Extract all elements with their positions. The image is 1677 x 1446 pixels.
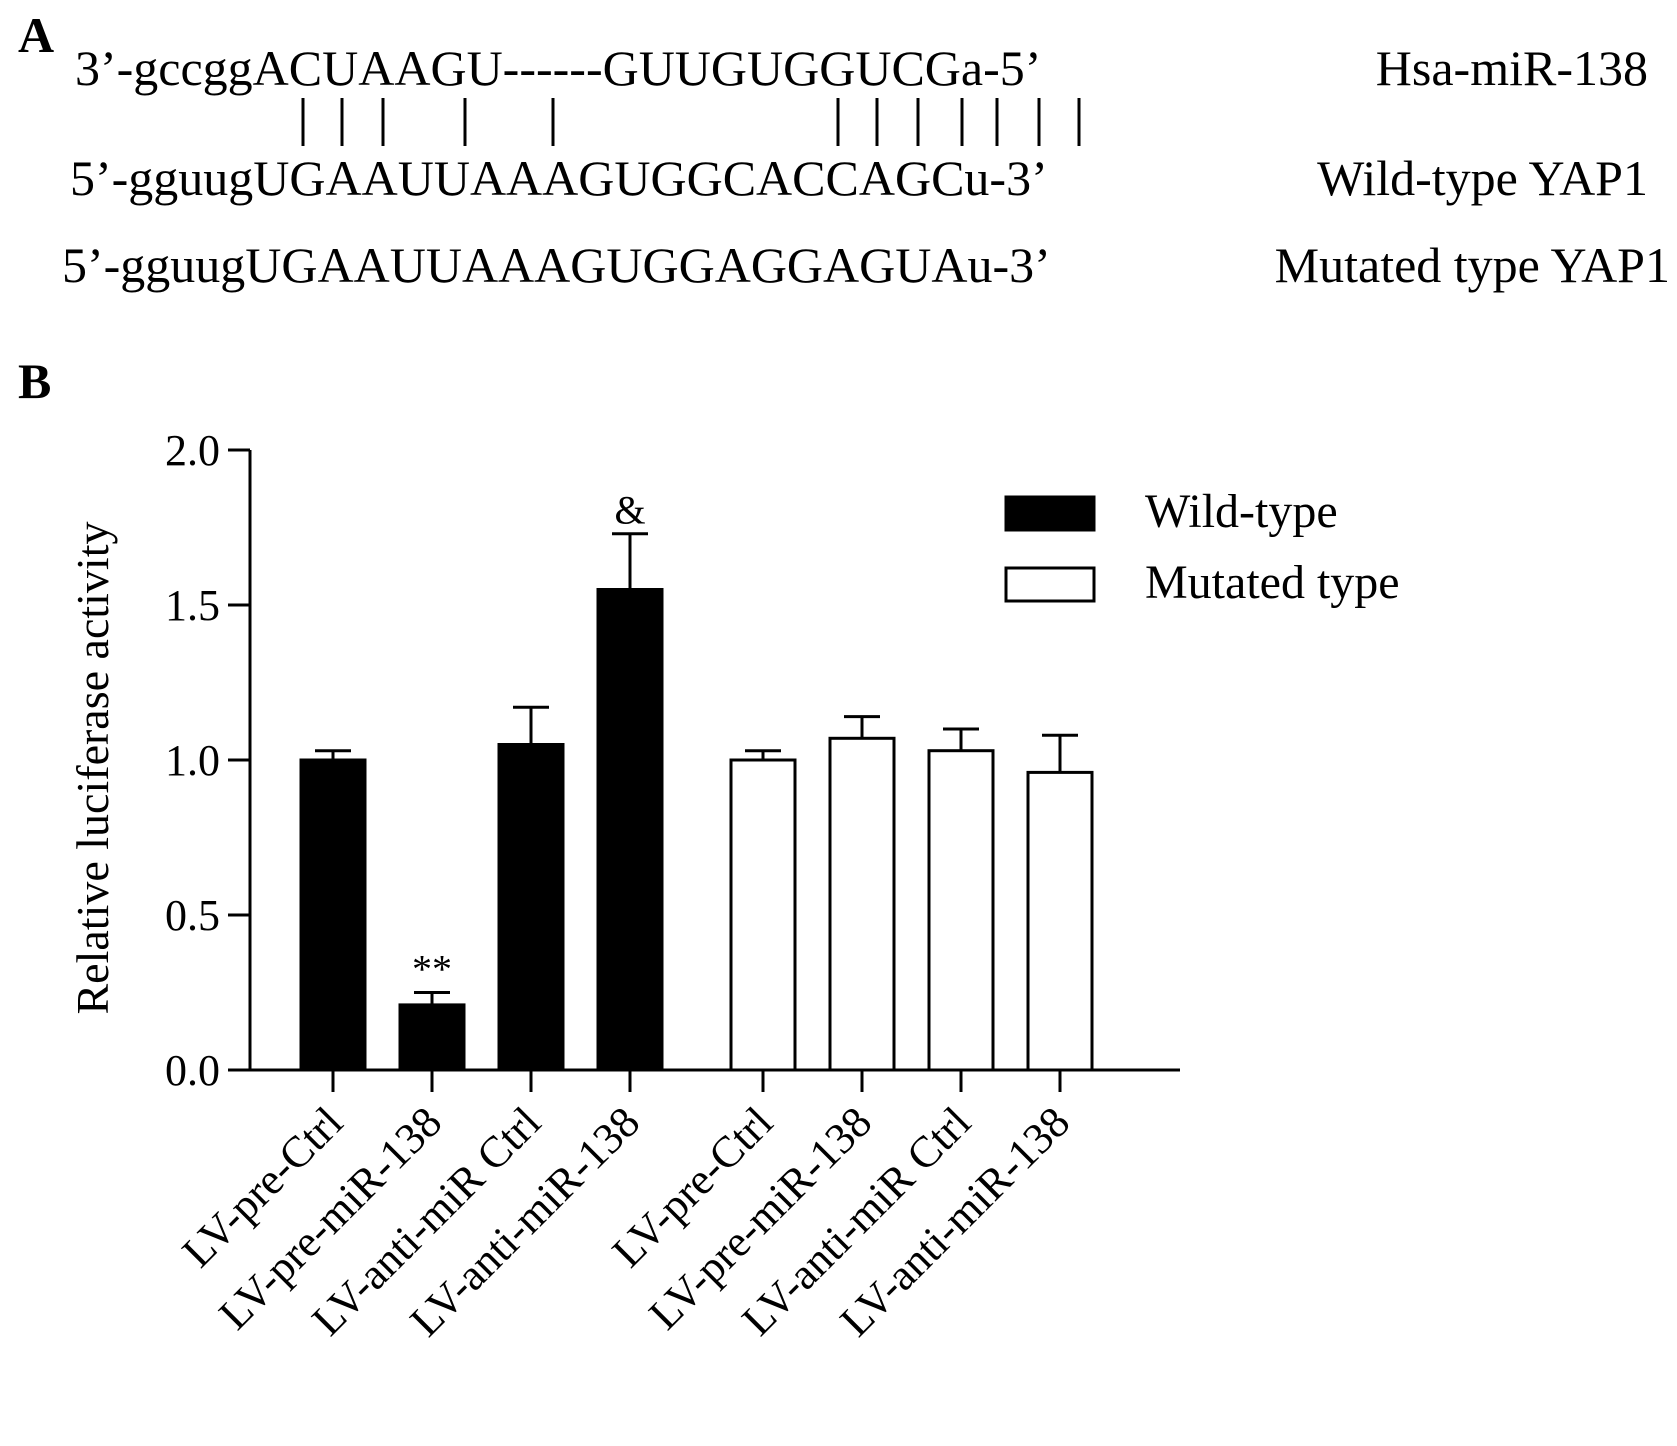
bar [299,758,367,1072]
wildtype-sequence: 5’-gguugUGAAUUAAAGUGGCACCAGCu-3’ [70,150,1048,206]
significance-mark: ** [412,947,452,992]
y-tick-label: 2.0 [165,426,220,475]
y-tick-label: 0.5 [165,891,220,940]
legend-label: Mutated type [1145,556,1400,609]
bar [927,749,995,1072]
panel-b-label: B [18,353,51,409]
bar [729,758,797,1072]
bars: ** & [299,488,1094,1072]
pairing-lines [301,98,1081,146]
bar [1026,770,1094,1072]
y-tick-label: 1.0 [165,736,220,785]
bar [398,1003,466,1072]
mutated-sequence: 5’-gguugUGAAUUAAAGUGGAGGAGUAu-3’ [62,237,1051,293]
mirna-name: Hsa-miR-138 [1376,40,1648,96]
y-axis-label: Relative luciferase activity [67,522,118,1015]
legend-swatch [1004,495,1096,532]
mutated-name: Mutated type YAP1 [1275,237,1670,293]
y-tick-label: 1.5 [165,581,220,630]
x-axis [250,1068,1180,1092]
bar [596,588,664,1072]
legend: Wild-type Mutated type [1004,485,1400,609]
panel-b: B Relative luciferase activity 0.0 0.5 1.0… [18,353,1400,1346]
y-axis: 0.0 0.5 1.0 1.5 2.0 [165,426,252,1095]
bar [828,736,896,1072]
mirna-sequence: 3’-gccggACUAAGU------GUUGUGGUCGa-5’ [75,40,1041,96]
legend-label: Wild-type [1145,485,1338,538]
legend-swatch [1004,566,1096,603]
bar [497,743,565,1072]
panel-a: A 3’-gccggACUAAGU------GUUGUGGUCGa-5’ Hs… [18,7,1670,293]
y-tick-label: 0.0 [165,1046,220,1095]
significance-mark: & [614,488,645,533]
panel-a-label: A [18,7,54,63]
wildtype-name: Wild-type YAP1 [1317,150,1648,206]
